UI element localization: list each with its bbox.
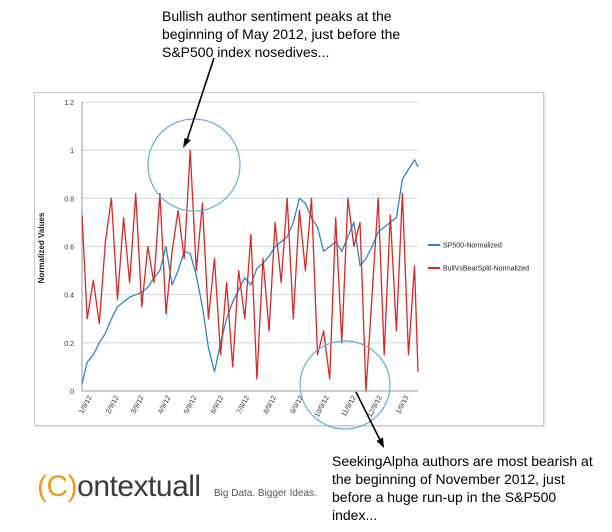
tagline: Big Data. Bigger Ideas. — [214, 488, 317, 499]
chart-frame — [34, 92, 544, 426]
logo-paren: (C) — [37, 470, 78, 503]
annotation-top: Bullish author sentiment peaks at the be… — [162, 8, 401, 60]
annotation-bottom: SeekingAlpha authors are most bearish at… — [332, 453, 593, 523]
contextuall-logo: (C)ontextuall — [37, 470, 201, 504]
logo-text: ontextuall — [77, 470, 201, 503]
